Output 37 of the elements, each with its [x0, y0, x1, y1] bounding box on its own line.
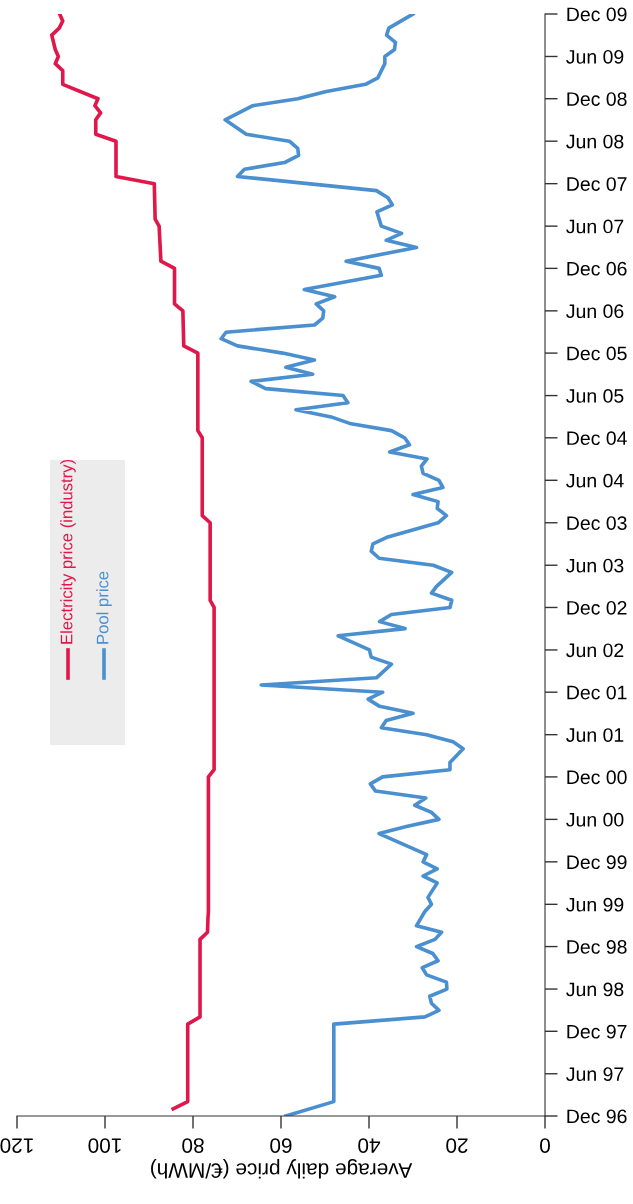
x-tick-label: 20	[446, 1138, 468, 1153]
y-tick-label: Dec 97	[567, 1024, 627, 1039]
text: Electricity price (industry)	[60, 459, 76, 644]
y-tick-label: Dec 99	[567, 855, 627, 870]
y-tick-label: Dec 09	[567, 7, 627, 22]
y-tick-label: Jun 09	[566, 49, 624, 64]
y-tick-label: Dec 96	[567, 1109, 627, 1124]
y-tick-label: Jun 07	[566, 219, 624, 234]
y-tick-label: Dec 07	[567, 177, 627, 191]
y-tick-label: Jun 99	[566, 897, 624, 912]
y-tick-label: Jun 04	[566, 473, 624, 488]
y-tick-label: Dec 01	[567, 685, 627, 700]
x-tick-label: 40	[358, 1138, 381, 1153]
y-tick-label: Jun 08	[566, 134, 624, 149]
y-tick-label: Dec 05	[567, 346, 627, 361]
x-tick-label: 100	[88, 1138, 121, 1153]
text: Pool price	[96, 571, 112, 644]
x-tick-label: 0	[540, 1138, 550, 1153]
y-tick-label: Jun 01	[566, 728, 624, 742]
x-axis-title: Average daily price (€/MWh)	[151, 1159, 413, 1179]
y-tick-label: Jun 03	[566, 558, 624, 573]
y-tick-label: Jun 05	[566, 389, 624, 403]
x-tick-label: 60	[270, 1138, 292, 1153]
y-tick-label: Jun 02	[566, 643, 624, 658]
y-tick-label: Dec 03	[567, 516, 627, 530]
y-tick-label: Dec 98	[567, 940, 627, 954]
y-tick-label: Jun 98	[566, 982, 624, 997]
x-tick-label: 120	[0, 1138, 33, 1153]
y-tick-label: Dec 00	[567, 770, 627, 785]
y-tick-label: Dec 06	[567, 261, 627, 276]
x-tick-label: 80	[182, 1138, 204, 1153]
y-tick-label: Jun 06	[566, 304, 624, 319]
y-tick-label: Jun 00	[566, 812, 624, 827]
y-tick-label: Dec 08	[567, 92, 627, 106]
y-tick-label: Jun 97	[566, 1067, 624, 1081]
y-tick-label: Dec 04	[567, 431, 627, 446]
y-tick-label: Dec 02	[567, 600, 627, 615]
